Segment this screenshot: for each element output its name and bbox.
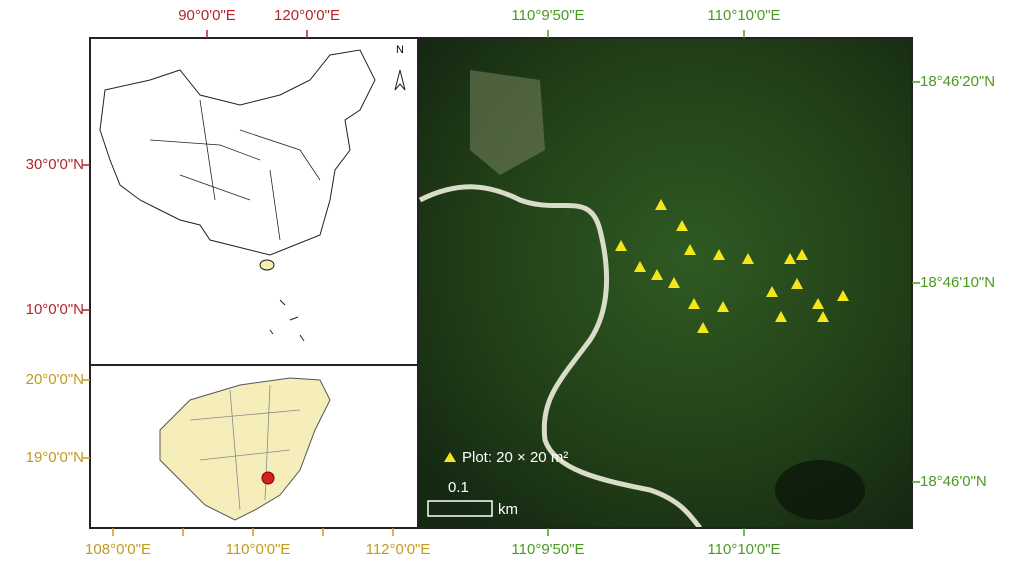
- x-tick-label: 110°0'0"E: [226, 541, 291, 558]
- plot-marker: [817, 311, 829, 322]
- x-tick-label: 110°10'0"E: [707, 541, 780, 558]
- county-borders: [189, 384, 301, 511]
- scale-bar: [427, 500, 493, 517]
- plot-marker: [775, 311, 787, 322]
- scale-value: 0.1: [448, 479, 469, 496]
- y-tick-label: 18°46'10"N: [920, 274, 995, 291]
- x-tick-label: 90°0'0"E: [178, 7, 236, 24]
- plot-marker: [791, 278, 803, 289]
- y-tick-label: 10°0'0"N: [26, 301, 84, 318]
- china-outline: [99, 49, 376, 256]
- plot-marker: [713, 249, 725, 260]
- islands: [269, 299, 305, 342]
- shadow: [775, 460, 865, 520]
- plot-marker: [784, 253, 796, 264]
- plot-marker: [812, 298, 824, 309]
- plot-marker: [655, 199, 667, 210]
- plots: [615, 199, 849, 333]
- scale-unit: km: [498, 501, 518, 518]
- clearing: [470, 70, 545, 175]
- province-borders: [149, 99, 321, 241]
- legend-symbol: [444, 452, 456, 462]
- y-tick-label: 19°0'0"N: [26, 449, 84, 466]
- tick-marks: [82, 30, 920, 536]
- x-tick-label: 108°0'0"E: [85, 541, 151, 558]
- hainan-highlight: [259, 259, 275, 271]
- y-tick-label: 18°46'20"N: [920, 73, 995, 90]
- x-tick-label: 112°0'0"E: [366, 541, 431, 558]
- legend-text: Plot: 20 × 20 m²: [462, 449, 568, 466]
- site-marker: [261, 471, 275, 485]
- x-tick-label: 120°0'0"E: [274, 7, 340, 24]
- x-tick-label: 110°9'50"E: [511, 7, 584, 24]
- plot-marker: [742, 253, 754, 264]
- plot-marker: [668, 277, 680, 288]
- plot-marker: [615, 240, 627, 251]
- road: [418, 184, 702, 530]
- plot-marker: [684, 244, 696, 255]
- plot-marker: [837, 290, 849, 301]
- plot-marker: [717, 301, 729, 312]
- y-tick-label: 18°46'0"N: [920, 473, 987, 490]
- hainan-island: [159, 377, 331, 521]
- plot-marker: [634, 261, 646, 272]
- plot-marker: [676, 220, 688, 231]
- x-tick-label: 110°10'0"E: [707, 7, 780, 24]
- north-label: N: [396, 44, 404, 56]
- x-tick-label: 110°9'50"E: [511, 541, 584, 558]
- y-tick-label: 30°0'0"N: [26, 156, 84, 173]
- plot-marker: [651, 269, 663, 280]
- plot-marker: [766, 286, 778, 297]
- plot-marker: [697, 322, 709, 333]
- y-tick-label: 20°0'0"N: [26, 371, 84, 388]
- plot-marker: [796, 249, 808, 260]
- plot-marker: [688, 298, 700, 309]
- north-arrow: [394, 69, 406, 91]
